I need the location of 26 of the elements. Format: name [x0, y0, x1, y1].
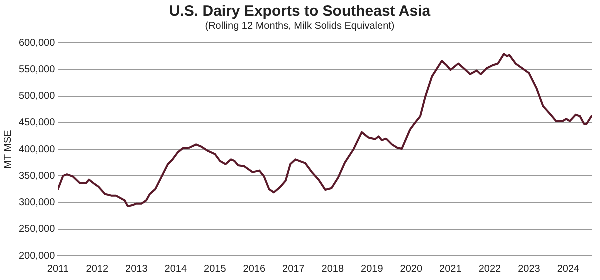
- x-tick-label: 2020: [400, 264, 423, 275]
- x-tick-label: 2014: [164, 264, 188, 275]
- chart-title: U.S. Dairy Exports to Southeast Asia: [168, 3, 432, 20]
- x-tick-label: 2022: [478, 264, 502, 275]
- x-tick-label: 2016: [243, 264, 266, 275]
- y-tick-label: 400,000: [18, 144, 56, 156]
- x-tick-label: 2017: [282, 264, 306, 275]
- y-tick-label: 250,000: [18, 224, 56, 236]
- x-tick-label: 2011: [47, 264, 70, 275]
- y-tick-label: 300,000: [18, 198, 56, 208]
- y-tick-label: 550,000: [18, 64, 56, 76]
- x-tick-label: 2018: [322, 264, 344, 275]
- x-tick-label: 2024: [557, 264, 580, 275]
- x-tick-label: 2021: [440, 264, 462, 275]
- x-tick-label: 2019: [361, 264, 384, 275]
- y-tick-label: 200,000: [18, 250, 56, 262]
- y-axis-title: MT MSE: [2, 130, 14, 169]
- x-tick-label: 2012: [86, 264, 109, 275]
- y-tick-label: 450,000: [18, 118, 56, 129]
- y-tick-label: 500,000: [18, 91, 56, 102]
- chart-subtitle: (Rolling 12 Months, Milk Solids Equivalent): [204, 21, 396, 32]
- x-tick-label: 2023: [518, 264, 541, 275]
- x-tick-label: 2015: [204, 264, 227, 275]
- y-tick-label: 350,000: [18, 170, 56, 182]
- x-tick-label: 2013: [126, 264, 148, 275]
- y-tick-label: 600,000: [18, 38, 56, 49]
